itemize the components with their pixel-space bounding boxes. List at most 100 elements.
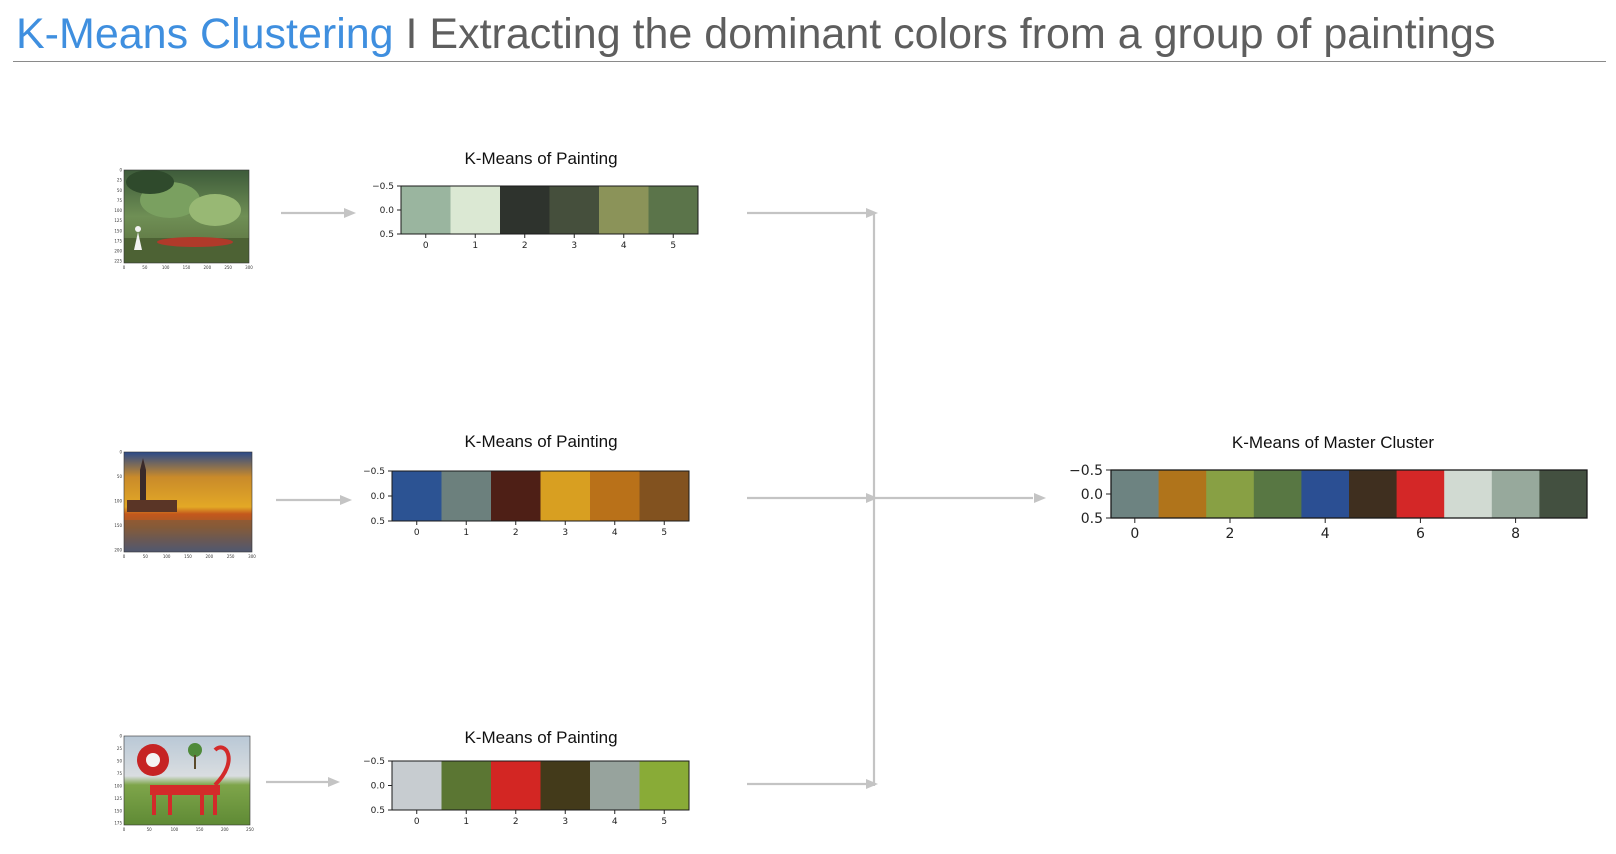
arrow-thumb-1-head — [344, 208, 356, 218]
painting-1-thumb-xtick-1: 50 — [142, 265, 148, 270]
painting-1-ytick-label-0: −0.5 — [372, 182, 394, 192]
painting-3-ytick-label-2: 0.5 — [371, 806, 385, 816]
painting-3-xtick-label-5: 5 — [661, 817, 667, 827]
master-swatch-3 — [1253, 470, 1302, 518]
master-swatch-4 — [1301, 470, 1350, 518]
master-swatch-0 — [1111, 470, 1159, 518]
painting-1-thumb-ytick-1: 25 — [117, 178, 123, 183]
painting-3-thumb-ytick-0: 0 — [119, 734, 122, 739]
master-swatch-7 — [1444, 470, 1493, 518]
painting-3-swatch-3 — [540, 761, 591, 810]
painting-1-thumb-xtick-4: 200 — [204, 265, 212, 270]
painting-3-thumb-xtick-0: 0 — [123, 827, 126, 832]
painting-2-xtick-label-4: 4 — [612, 528, 618, 538]
painting-2-thumb-frame — [123, 451, 253, 553]
flow-arrows — [266, 208, 1046, 789]
painting-1-thumb-xtick-6: 300 — [245, 265, 253, 270]
painting-1-xtick-label-0: 0 — [423, 241, 429, 251]
arrow-chart-1-head — [866, 208, 878, 218]
painting-2-swatch-4 — [590, 471, 640, 521]
painting-1-thumb-ytick-6: 150 — [114, 228, 122, 233]
painting-2-thumbnail — [124, 452, 252, 552]
master-swatch-2 — [1206, 470, 1255, 518]
painting-2-swatch-2 — [491, 471, 541, 521]
painting-1-thumb-ytick-2: 50 — [117, 188, 123, 193]
painting-3-thumb-xtick-5: 250 — [246, 827, 254, 832]
painting-1-thumb-ytick-3: 75 — [117, 198, 123, 203]
painting-1-xtick-label-1: 1 — [472, 241, 478, 251]
painting-3-thumb-xtick-2: 100 — [171, 827, 179, 832]
master-swatch-8 — [1491, 470, 1540, 518]
master-swatch-1 — [1158, 470, 1207, 518]
painting-1-ytick-label-2: 0.5 — [380, 230, 394, 240]
master-chart-title: K-Means of Master Cluster — [1232, 433, 1435, 452]
painting-1-swatch-2 — [500, 186, 550, 234]
painting-2-thumb-ytick-2: 100 — [114, 499, 122, 504]
painting-1-thumb-ytick-9: 225 — [114, 259, 122, 264]
master-ytick-label-1: 0.0 — [1081, 487, 1103, 503]
painting-2-thumb-ytick-3: 150 — [114, 523, 122, 528]
painting-3-swatch-5 — [639, 761, 690, 810]
painting-1-ytick-label-1: 0.0 — [380, 206, 395, 216]
painting-1-thumbnail — [124, 170, 249, 263]
painting-3-thumb-xtick-3: 150 — [196, 827, 204, 832]
painting-1-thumb-ytick-4: 100 — [114, 208, 122, 213]
painting-3-thumb-ytick-2: 50 — [117, 758, 123, 763]
painting-2-thumb-ytick-0: 0 — [119, 450, 122, 455]
painting-3-xtick-label-1: 1 — [463, 817, 469, 827]
painting-2-thumb-xtick-3: 150 — [184, 554, 192, 559]
painting-2-thumb-ytick-1: 50 — [117, 474, 123, 479]
painting-2-xtick-label-3: 3 — [562, 528, 568, 538]
painting-3-xtick-label-0: 0 — [414, 817, 420, 827]
master-xtick-label-0: 0 — [1130, 526, 1139, 542]
painting-3-thumb-ytick-1: 25 — [117, 746, 123, 751]
painting-1-thumb-frame — [123, 169, 250, 264]
painting-3-thumb-ytick-6: 150 — [114, 808, 122, 813]
painting-2-swatch-1 — [441, 471, 492, 521]
master-xtick-label-3: 6 — [1416, 526, 1425, 542]
painting-3-thumb-frame — [123, 735, 251, 826]
painting-3-swatch-4 — [590, 761, 640, 810]
painting-2-chart-title: K-Means of Painting — [464, 432, 617, 451]
painting-2-xtick-label-5: 5 — [661, 528, 667, 538]
header-divider — [13, 61, 1606, 62]
painting-1-thumb-xtick-3: 150 — [183, 265, 191, 270]
painting-1-thumb-ytick-8: 200 — [114, 249, 122, 254]
painting-3-chart-title: K-Means of Painting — [464, 728, 617, 747]
painting-2-thumb-xtick-0: 0 — [123, 554, 126, 559]
painting-1-thumb-xtick-5: 250 — [224, 265, 232, 270]
painting-2-thumb-xtick-2: 100 — [163, 554, 171, 559]
painting-3-thumbnail — [124, 736, 250, 825]
painting-3-thumb-ytick-3: 75 — [117, 771, 123, 776]
master-swatch-6 — [1396, 470, 1445, 518]
painting-2-thumb-xtick-1: 50 — [143, 554, 149, 559]
painting-1-xtick-label-3: 3 — [571, 241, 577, 251]
painting-1-swatch-0 — [401, 186, 451, 234]
painting-2-ytick-label-2: 0.5 — [371, 517, 385, 527]
painting-1-palette-chart: K-Means of Painting −0.5 0.0 0.5 0 1 2 3 4 5 — [372, 149, 699, 251]
master-ytick-label-0: −0.5 — [1069, 463, 1103, 479]
painting-1-chart-title: K-Means of Painting — [464, 149, 617, 168]
painting-1-thumb-xtick-0: 0 — [123, 265, 126, 270]
painting-3-xtick-label-3: 3 — [562, 817, 568, 827]
painting-3-thumb-ytick-5: 125 — [114, 796, 122, 801]
painting-1-xtick-label-5: 5 — [670, 241, 676, 251]
painting-3-xtick-label-4: 4 — [612, 817, 618, 827]
master-cluster-palette-chart: K-Means of Master Cluster −0.5 0.0 0.5 0 2 4 6… — [1069, 433, 1588, 542]
painting-1-xtick-label-2: 2 — [522, 241, 528, 251]
painting-1-xtick-label-4: 4 — [621, 241, 627, 251]
painting-1-thumb-xtick-2: 100 — [162, 265, 170, 270]
arrow-thumb-2-head — [340, 495, 352, 505]
arrow-thumb-3-head — [328, 777, 340, 787]
painting-3-thumb-ytick-7: 175 — [114, 821, 122, 826]
master-swatch-9 — [1539, 470, 1588, 518]
arrow-chart-2-head — [866, 493, 878, 503]
arrow-master-head — [1034, 493, 1046, 503]
painting-3-swatch-2 — [491, 761, 541, 810]
painting-2-swatch-0 — [392, 471, 442, 521]
arrow-chart-3-head — [866, 779, 878, 789]
painting-2-thumb-xtick-4: 200 — [206, 554, 214, 559]
